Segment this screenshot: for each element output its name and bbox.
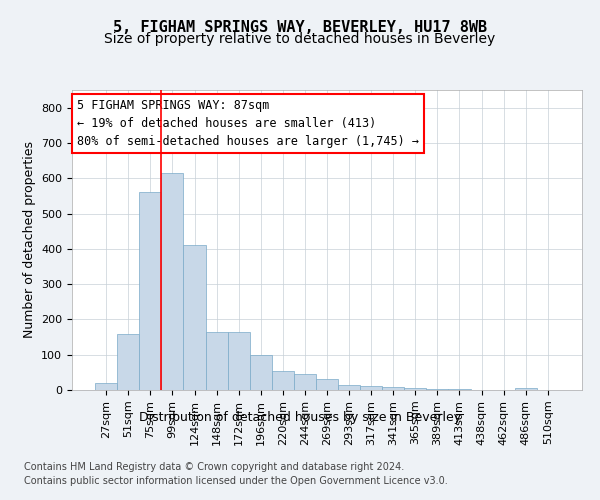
Text: Distribution of detached houses by size in Beverley: Distribution of detached houses by size … xyxy=(139,411,461,424)
Bar xyxy=(338,385,360,390)
Bar xyxy=(227,332,250,390)
Bar xyxy=(404,388,427,390)
Y-axis label: Number of detached properties: Number of detached properties xyxy=(23,142,35,338)
Bar xyxy=(272,370,294,390)
Text: 5 FIGHAM SPRINGS WAY: 87sqm
← 19% of detached houses are smaller (413)
80% of se: 5 FIGHAM SPRINGS WAY: 87sqm ← 19% of det… xyxy=(77,99,419,148)
Text: Size of property relative to detached houses in Beverley: Size of property relative to detached ho… xyxy=(104,32,496,46)
Bar xyxy=(184,246,206,390)
Bar xyxy=(316,380,338,390)
Bar xyxy=(360,386,382,390)
Bar xyxy=(515,388,537,390)
Bar xyxy=(294,374,316,390)
Bar xyxy=(139,192,161,390)
Bar xyxy=(206,332,227,390)
Text: Contains public sector information licensed under the Open Government Licence v3: Contains public sector information licen… xyxy=(24,476,448,486)
Bar xyxy=(250,354,272,390)
Text: 5, FIGHAM SPRINGS WAY, BEVERLEY, HU17 8WB: 5, FIGHAM SPRINGS WAY, BEVERLEY, HU17 8W… xyxy=(113,20,487,35)
Bar xyxy=(117,334,139,390)
Bar xyxy=(95,383,117,390)
Bar xyxy=(161,173,184,390)
Bar xyxy=(427,389,448,390)
Bar xyxy=(382,387,404,390)
Text: Contains HM Land Registry data © Crown copyright and database right 2024.: Contains HM Land Registry data © Crown c… xyxy=(24,462,404,472)
